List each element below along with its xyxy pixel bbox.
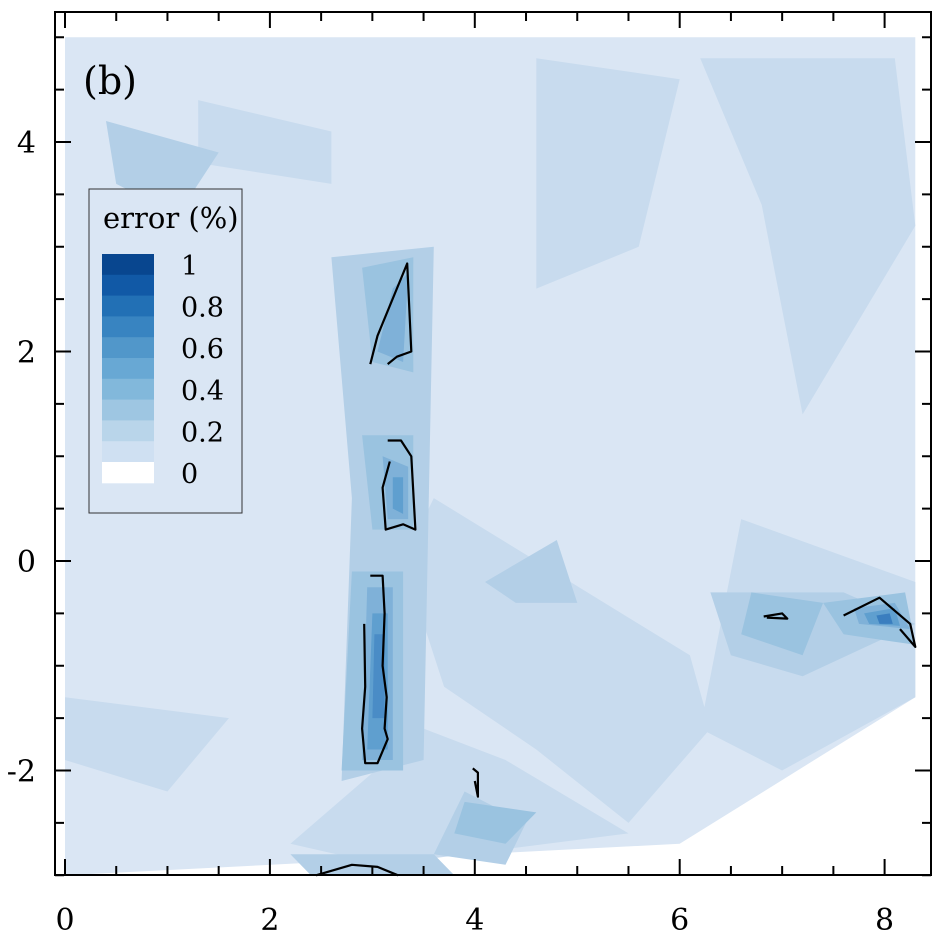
legend-swatch bbox=[102, 254, 154, 276]
legend-swatch bbox=[102, 399, 154, 421]
contour-line bbox=[763, 612, 789, 620]
legend-label: 0.6 bbox=[181, 334, 224, 365]
contour-line bbox=[381, 439, 417, 531]
legend-swatch bbox=[102, 316, 154, 338]
y-tick-labels: -2 0 2 4 bbox=[7, 126, 36, 790]
axis-ticks bbox=[55, 12, 931, 877]
panel-label: (b) bbox=[83, 59, 137, 103]
contour-line bbox=[843, 596, 917, 649]
x-tick-label: 0 bbox=[55, 903, 74, 938]
legend-title: error (%) bbox=[103, 201, 239, 235]
x-tick-labels: 0 2 4 6 8 bbox=[55, 903, 894, 938]
legend-labels: 1 0.8 0.6 0.4 0.2 0 bbox=[181, 251, 224, 490]
legend-label: 0 bbox=[181, 459, 198, 490]
plot-frame bbox=[54, 11, 932, 876]
contour-region bbox=[392, 477, 404, 514]
contour-region bbox=[741, 592, 824, 656]
contour-region bbox=[198, 100, 332, 184]
contour-outlines bbox=[315, 262, 917, 877]
x-tick-label: 8 bbox=[875, 903, 894, 938]
contour-line bbox=[315, 863, 399, 877]
legend-label: 0.2 bbox=[181, 417, 224, 448]
legend-swatch bbox=[102, 358, 154, 380]
contour-line bbox=[472, 767, 479, 798]
contour-region bbox=[65, 697, 229, 792]
legend-swatch bbox=[102, 337, 154, 359]
legend-swatch bbox=[102, 295, 154, 317]
legend-swatch bbox=[102, 420, 154, 442]
contour-line bbox=[361, 574, 389, 765]
legend-swatch bbox=[102, 462, 154, 484]
contour-region bbox=[290, 728, 629, 865]
contour-region bbox=[377, 272, 409, 362]
legend-label: 0.4 bbox=[181, 376, 224, 407]
legend-swatch bbox=[102, 441, 154, 463]
contour-regions bbox=[65, 37, 916, 876]
contour-region bbox=[454, 801, 537, 844]
y-tick-label: -2 bbox=[7, 755, 36, 790]
contour-region bbox=[485, 540, 578, 603]
y-tick-label: 0 bbox=[17, 545, 36, 580]
legend-swatch bbox=[102, 274, 154, 297]
contour-region bbox=[536, 58, 680, 289]
legend-swatches bbox=[102, 254, 154, 484]
contour-region bbox=[876, 613, 893, 624]
legend-swatch bbox=[102, 378, 154, 401]
legend: error (%) 1 0.8 0.6 0.4 0.2 0 bbox=[88, 188, 243, 514]
x-tick-label: 4 bbox=[465, 903, 484, 938]
contour-region bbox=[403, 498, 711, 823]
y-tick-label: 2 bbox=[17, 336, 36, 371]
legend-label: 0.8 bbox=[181, 293, 224, 324]
x-tick-label: 6 bbox=[670, 903, 689, 938]
contour-domain bbox=[65, 37, 916, 876]
x-tick-label: 2 bbox=[260, 903, 279, 938]
legend-label: 1 bbox=[181, 251, 198, 282]
contour-region bbox=[372, 634, 385, 719]
y-tick-label: 4 bbox=[17, 126, 36, 161]
contour-region bbox=[700, 58, 916, 415]
contour-line bbox=[369, 262, 413, 365]
